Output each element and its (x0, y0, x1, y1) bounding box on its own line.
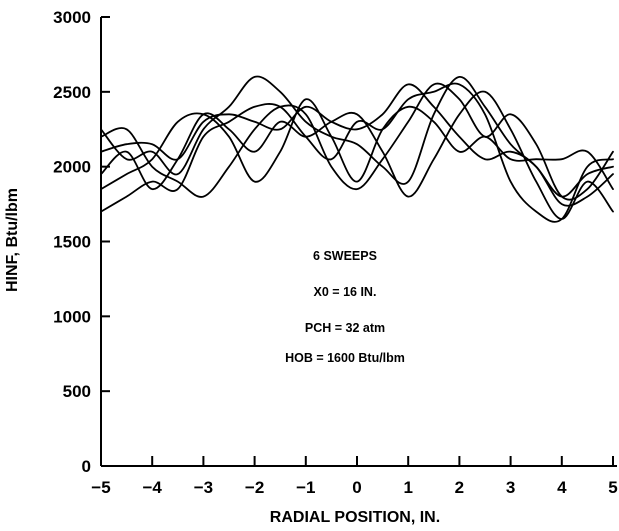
x-tick-label: 3 (506, 478, 515, 497)
x-tick-label: 5 (608, 478, 617, 497)
series-line-1 (100, 75, 614, 198)
annotation-pch: PCH = 32 atm (305, 321, 385, 335)
y-tick-label: 2000 (53, 158, 91, 177)
series-line-6 (100, 82, 614, 223)
axes (100, 17, 617, 467)
annotation-block: 6 SWEEPS X0 = 16 IN. PCH = 32 atm HOB = … (285, 249, 405, 365)
series-group (100, 75, 614, 223)
series-line-3 (100, 82, 614, 201)
y-tick-label: 1500 (53, 233, 91, 252)
y-axis-title: HINF, Btu/lbm (4, 188, 21, 292)
y-tick-label: 500 (63, 382, 91, 401)
x-tick-label: −3 (194, 478, 213, 497)
x-tick-label: 0 (352, 478, 361, 497)
y-tick-label: 3000 (53, 8, 91, 27)
x-tick-label: −5 (91, 478, 110, 497)
y-tick-label: 1000 (53, 307, 91, 326)
x-tick-label: 2 (455, 478, 464, 497)
x-tick-label: 4 (557, 478, 567, 497)
series-line-4 (100, 90, 614, 220)
x-tick-label: −2 (245, 478, 264, 497)
y-tick-label: 2500 (53, 83, 91, 102)
series-line-5 (100, 98, 614, 190)
x-tick-label: −4 (143, 478, 163, 497)
annotation-sweeps: 6 SWEEPS (313, 249, 377, 263)
annotation-x0: X0 = 16 IN. (314, 285, 377, 299)
y-tick-label: 0 (82, 457, 91, 476)
tick-labels: −5 −4 −3 −2 −1 0 1 2 3 4 5 0 500 1000 1500 2000 2500 3000 (53, 8, 618, 497)
x-tick-label: −1 (296, 478, 315, 497)
x-axis-title: RADIAL POSITION, IN. (270, 509, 440, 526)
x-tick-label: 1 (403, 478, 412, 497)
ticks (100, 16, 614, 467)
annotation-hob: HOB = 1600 Btu/lbm (285, 351, 405, 365)
